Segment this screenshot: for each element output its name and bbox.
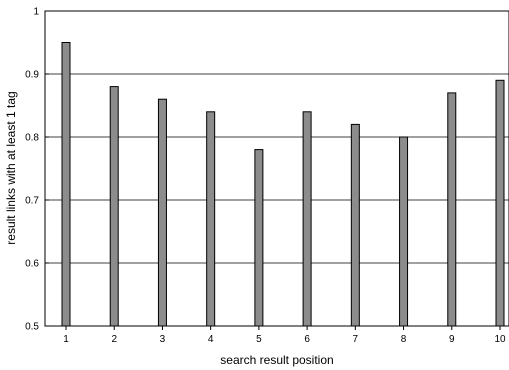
bar-4: [206, 111, 216, 327]
x-tick-label: 8: [401, 334, 407, 345]
x-tick-label: 3: [160, 334, 166, 345]
y-tick-label: 1: [33, 7, 39, 18]
bar-9: [447, 92, 457, 327]
y-tick-label: 0.7: [25, 196, 39, 207]
x-axis-label: search result position: [220, 353, 333, 367]
x-tick-label: 9: [449, 334, 455, 345]
x-tick-label: 4: [208, 334, 214, 345]
y-axis-label: result links with at least 1 tag: [4, 91, 18, 244]
bar-7: [350, 123, 360, 327]
bar-2: [109, 86, 119, 327]
bars: [61, 42, 505, 327]
bar-3: [157, 98, 167, 327]
y-tick-label: 0.9: [25, 70, 39, 81]
y-axis-ticks: 0.5 0.6 0.7 0.8 0.9 1: [25, 7, 49, 333]
bar-5: [254, 149, 264, 327]
y-tick-label: 0.6: [25, 259, 39, 270]
x-axis-ticks: 1 2 3 4 5 6 7 8 9 10: [63, 326, 506, 345]
bar-1: [61, 42, 71, 327]
x-tick-label: 6: [304, 334, 310, 345]
y-tick-label: 0.8: [25, 133, 39, 144]
plot-frame: [44, 10, 509, 327]
bar-6: [302, 111, 312, 327]
gridlines: [45, 73, 509, 264]
bar-8: [399, 136, 409, 327]
x-tick-label: 1: [63, 334, 69, 345]
y-tick-label: 0.5: [25, 322, 39, 333]
x-tick-label: 10: [494, 334, 506, 345]
x-tick-label: 5: [256, 334, 262, 345]
x-tick-label: 7: [353, 334, 359, 345]
bar-10: [495, 79, 505, 327]
x-tick-label: 2: [111, 334, 117, 345]
